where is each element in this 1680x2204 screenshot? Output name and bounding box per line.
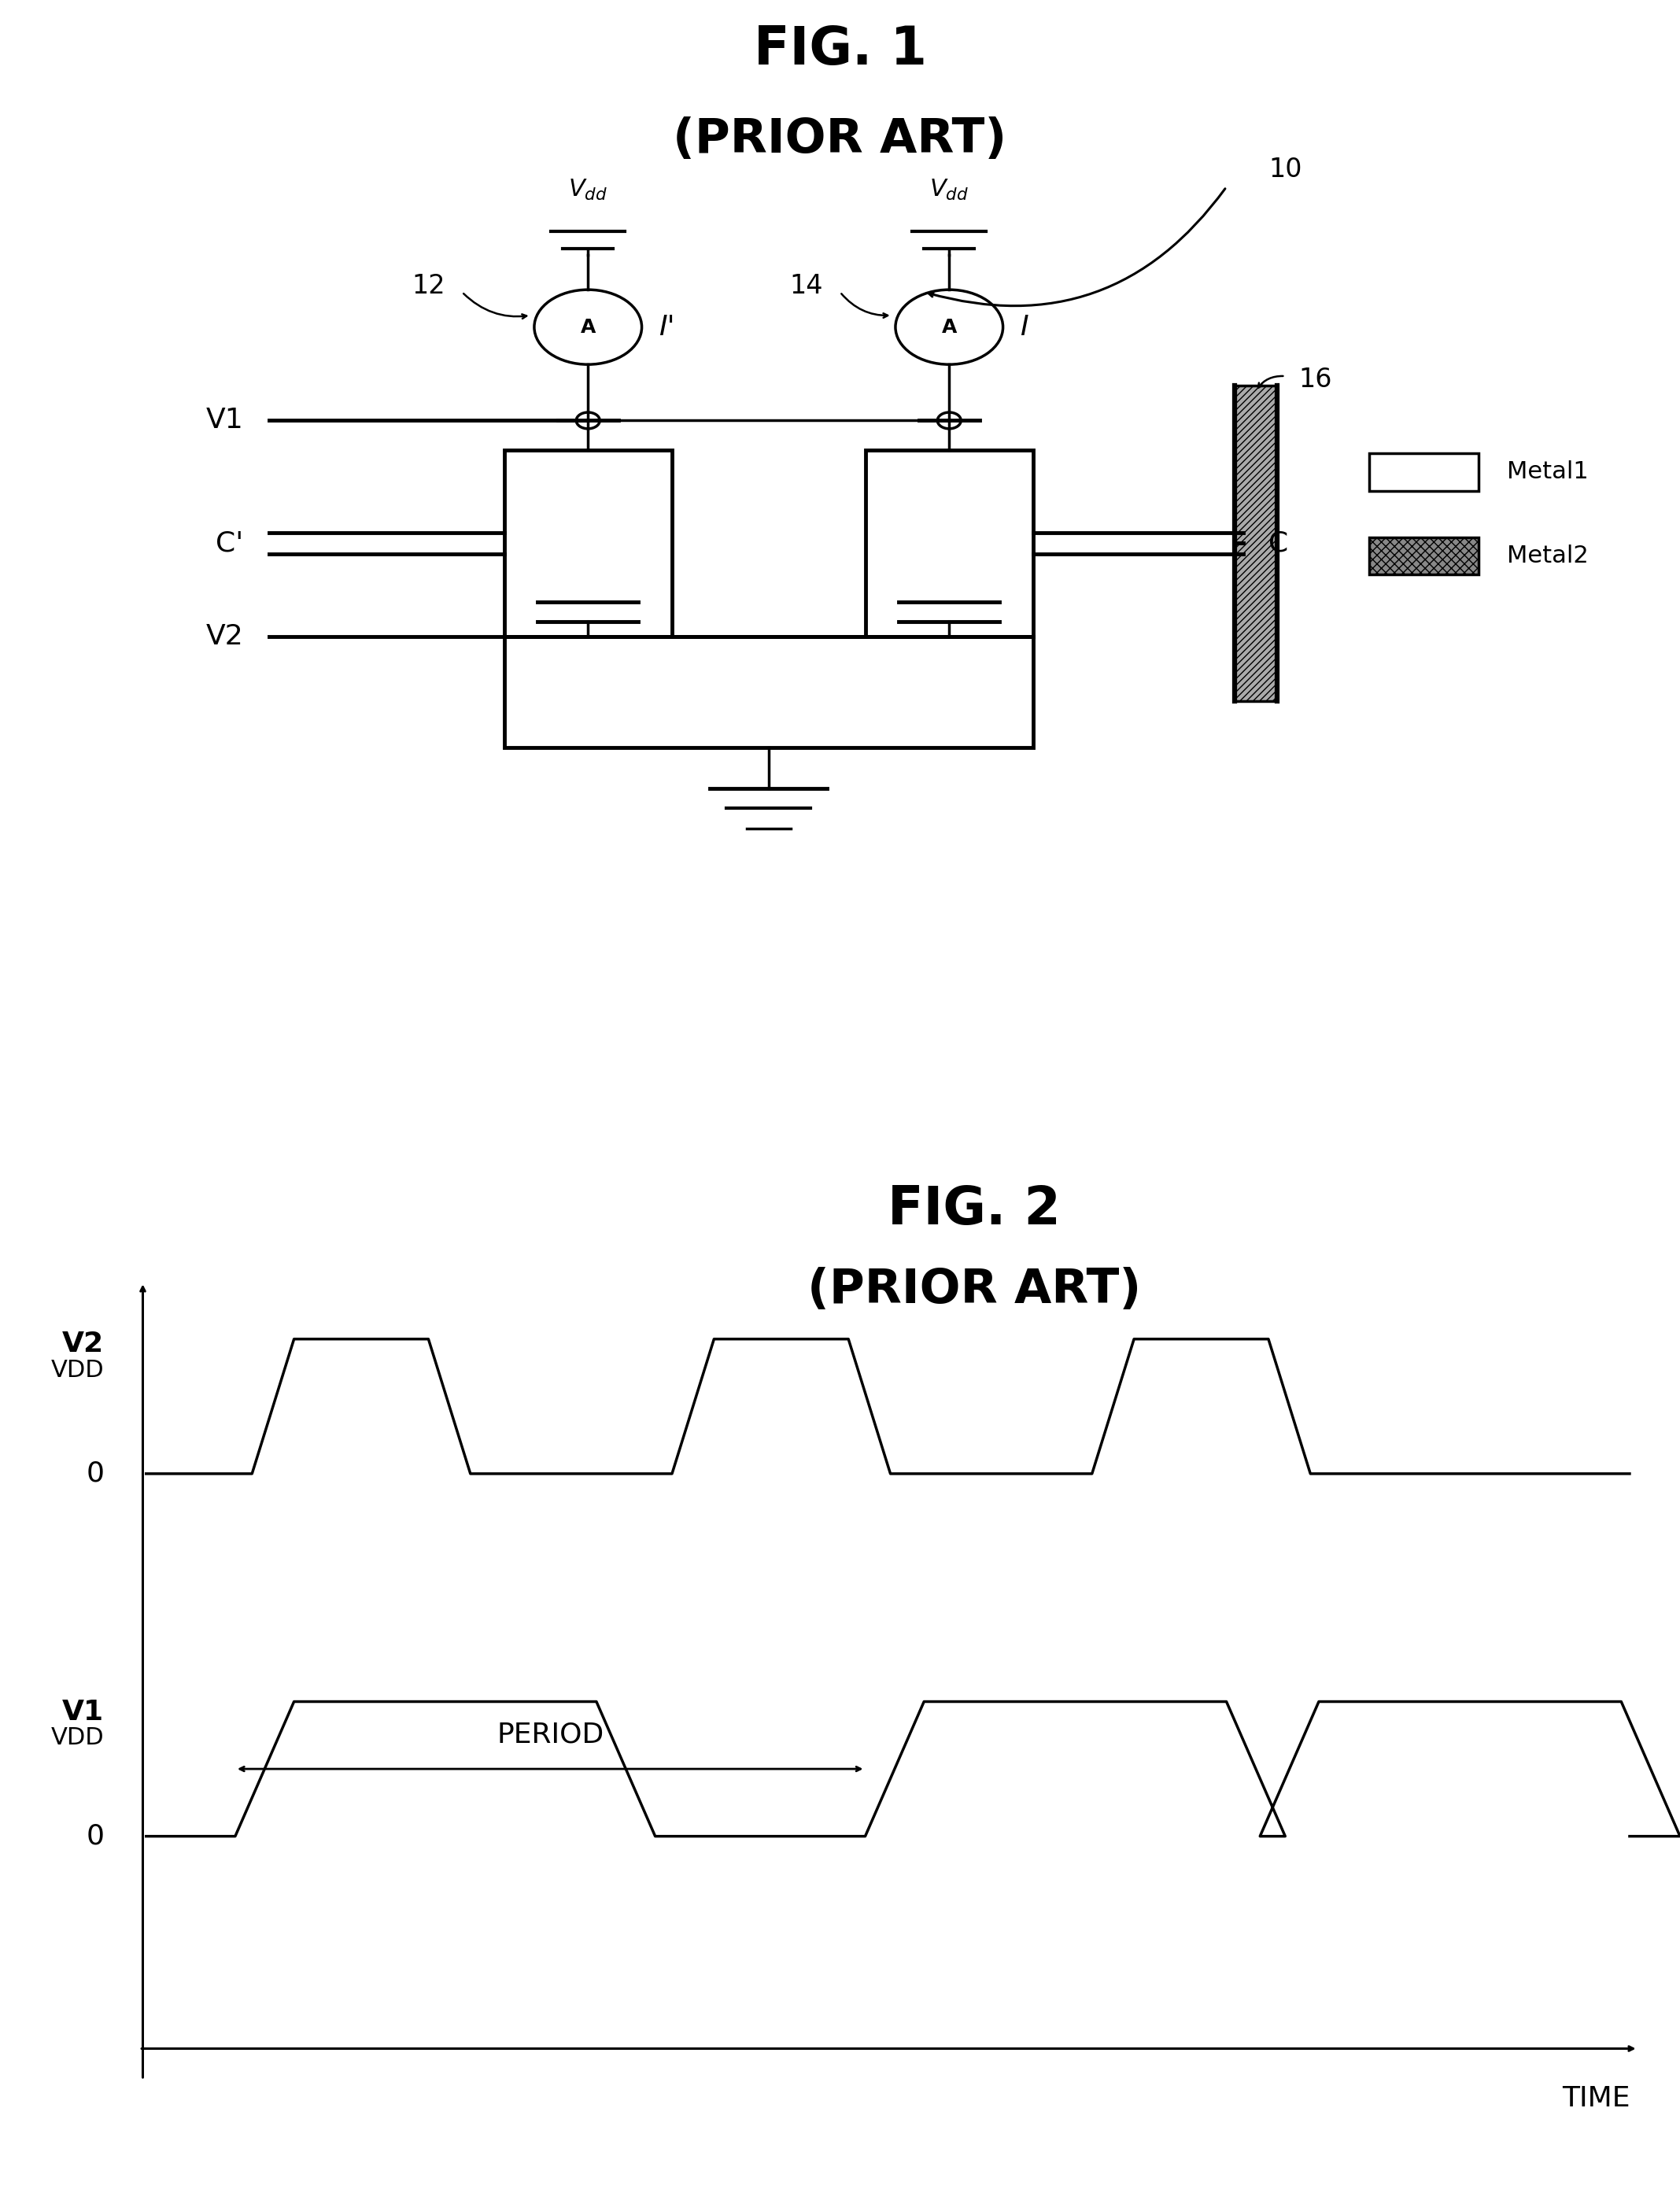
Bar [865,450,1033,637]
Text: 0: 0 [86,1823,104,1849]
Text: VDD: VDD [50,1358,104,1382]
Text: A: A [580,317,596,337]
Text: I': I' [659,313,675,339]
Circle shape [937,412,961,430]
Text: $V_{dd}$: $V_{dd}$ [568,179,608,203]
Text: VDD: VDD [50,1726,104,1750]
Text: PERIOD: PERIOD [497,1721,603,1748]
Text: V2: V2 [207,624,244,650]
Text: $V_{dd}$: $V_{dd}$ [929,179,969,203]
Text: V1: V1 [62,1699,104,1726]
Text: Metal2: Metal2 [1507,544,1589,566]
Text: A: A [941,317,958,337]
Bar [1235,386,1277,701]
Text: 10: 10 [1268,156,1302,183]
Bar [504,637,1033,747]
Text: C': C' [215,529,244,558]
Text: I: I [1020,313,1028,339]
Text: C: C [1268,529,1289,558]
Text: Metal1: Metal1 [1507,461,1589,483]
Text: 0: 0 [86,1461,104,1488]
Text: (PRIOR ART): (PRIOR ART) [674,117,1006,163]
Bar [1369,454,1478,491]
Bar [504,450,672,637]
Text: (PRIOR ART): (PRIOR ART) [808,1267,1141,1314]
Text: V2: V2 [62,1331,104,1358]
Bar [1369,538,1478,575]
Text: 12: 12 [412,273,445,300]
Circle shape [576,412,600,430]
Text: TIME: TIME [1562,2085,1630,2111]
Text: V1: V1 [207,408,244,434]
Text: FIG. 2: FIG. 2 [889,1184,1060,1236]
Text: FIG. 1: FIG. 1 [753,24,927,75]
Text: 14: 14 [790,273,823,300]
Text: 16: 16 [1299,366,1332,392]
